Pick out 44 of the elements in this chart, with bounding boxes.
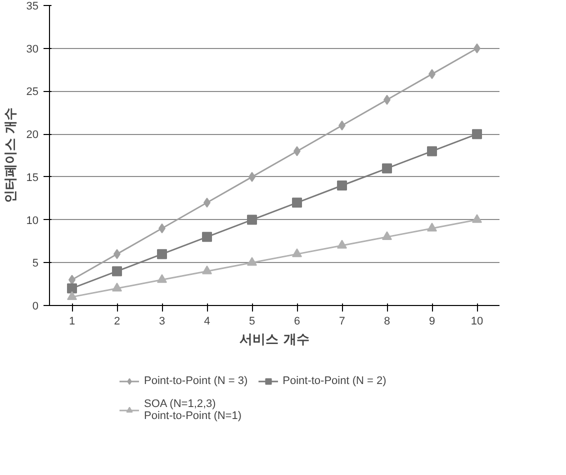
y-tick-label: 0 [32, 300, 39, 312]
x-tick-label: 5 [248, 316, 256, 328]
point [292, 248, 302, 258]
point [247, 214, 257, 225]
y-tick-label: 35 [26, 0, 39, 12]
x-tick-label: 1 [68, 316, 76, 328]
point [337, 180, 347, 190]
y-axis-title: 인터페이스 개수 [3, 108, 18, 204]
legend-label: Point-to-Point (N = 2) [282, 374, 386, 388]
x-tick-label: 9 [428, 316, 436, 328]
y-tick-label: 25 [26, 86, 39, 98]
x-tick-label: 8 [384, 316, 390, 328]
legend-label: Point-to-Point (N = 3) [144, 374, 248, 388]
point [292, 198, 302, 208]
x-tick-label: 10 [470, 316, 484, 328]
y-tick-label: 5 [32, 258, 39, 270]
point [67, 283, 77, 294]
point [157, 274, 167, 283]
point [382, 231, 392, 240]
point [338, 120, 346, 130]
x-tick-label: 6 [294, 316, 300, 328]
y-tick-label: 20 [26, 129, 39, 142]
x-tick-label: 7 [338, 316, 346, 328]
point [67, 291, 77, 300]
point [247, 256, 257, 266]
point [427, 146, 437, 156]
point [427, 222, 437, 232]
point [337, 240, 347, 249]
legend-label: SOA (N=1,2,3) Point-to-Point (N=1) [144, 398, 242, 422]
y-tick-label: 10 [26, 214, 39, 227]
y-tick-label: 30 [26, 43, 39, 56]
x-axis-title: 서비스 개수 [240, 332, 310, 348]
x-tick-label: 2 [114, 316, 120, 328]
x-tick-label: 3 [158, 316, 166, 328]
point [112, 282, 122, 292]
point [472, 129, 482, 140]
x-tick-label: 4 [204, 316, 210, 328]
y-tick-label: 15 [26, 172, 39, 184]
point [202, 232, 212, 242]
point [202, 266, 212, 274]
point [112, 266, 122, 276]
point [157, 249, 167, 260]
point [472, 214, 482, 223]
point [382, 163, 392, 174]
